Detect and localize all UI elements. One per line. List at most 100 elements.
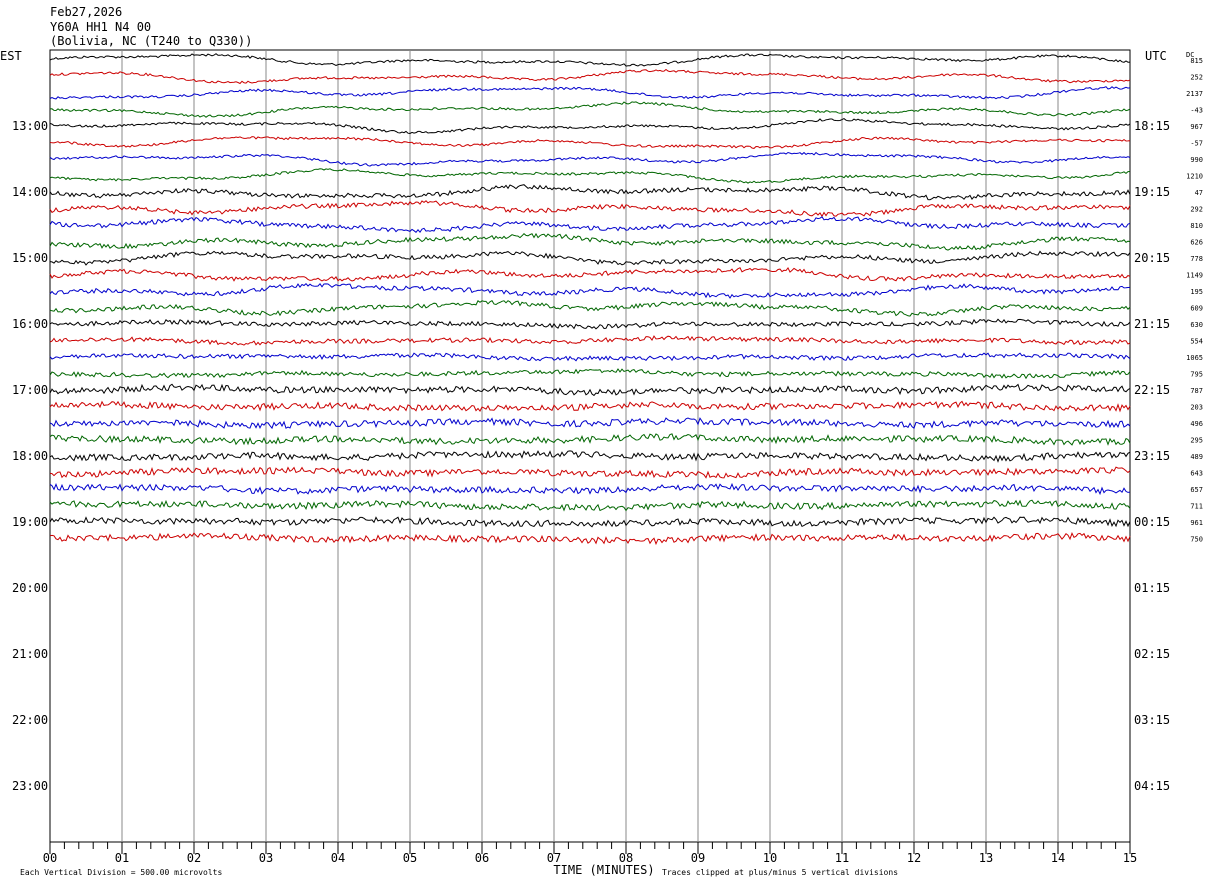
- trace-line: [49, 216, 1131, 234]
- x-tick-label: 05: [403, 851, 417, 865]
- trace-line: [49, 200, 1131, 218]
- x-axis: 00 01 02 03 04 05 06 07 08 09 10 11 12 13 14 15: [43, 842, 1137, 865]
- dc-offset-value: 750: [1190, 536, 1203, 544]
- trace-line: [49, 266, 1131, 282]
- dc-column-label: DC: [1186, 51, 1194, 59]
- est-hour-label: 23:00: [12, 779, 48, 793]
- utc-hour-label: 03:15: [1134, 713, 1170, 727]
- utc-hour-label: 00:15: [1134, 515, 1170, 529]
- trace-line: [49, 417, 1131, 430]
- utc-axis-label: UTC: [1145, 49, 1167, 63]
- x-tick-label: 08: [619, 851, 633, 865]
- date-label: Feb27,2026: [50, 5, 122, 19]
- trace-line: [49, 400, 1131, 413]
- dc-offset-value: 778: [1190, 255, 1203, 263]
- utc-hour-label: 01:15: [1134, 581, 1170, 595]
- trace-line: [49, 482, 1131, 496]
- x-tick-label: 12: [907, 851, 921, 865]
- trace-line: [49, 68, 1131, 85]
- dc-offset-value: 961: [1190, 519, 1203, 527]
- dc-offset-value: 1149: [1186, 272, 1203, 280]
- est-hour-label: 18:00: [12, 449, 48, 463]
- minute-gridlines: [121, 50, 1059, 842]
- dc-offset-value: 47: [1195, 189, 1203, 197]
- trace-line: [49, 232, 1131, 251]
- x-tick-label: 13: [979, 851, 993, 865]
- dc-offset-value: 810: [1190, 222, 1203, 230]
- dc-offset-labels: 815 252 2137 -43 967 -57 990 1210 47 292 810 626 778…: [1186, 57, 1203, 544]
- dc-offset-value: 643: [1190, 470, 1203, 478]
- est-hour-label: 19:00: [12, 515, 48, 529]
- plot-frame: [49, 49, 1131, 843]
- dc-offset-value: 252: [1190, 74, 1203, 82]
- dc-offset-value: 295: [1190, 437, 1203, 445]
- dc-offset-value: 630: [1190, 321, 1203, 329]
- utc-hour-label: 22:15: [1134, 383, 1170, 397]
- trace-line: [49, 352, 1131, 362]
- dc-offset-value: 489: [1190, 453, 1203, 461]
- dc-offset-value: 2137: [1186, 90, 1203, 98]
- trace-line: [49, 450, 1131, 463]
- trace-line: [49, 499, 1131, 512]
- dc-offset-value: 609: [1190, 305, 1203, 313]
- dc-offset-value: 496: [1190, 420, 1203, 428]
- utc-hour-label: 02:15: [1134, 647, 1170, 661]
- trace-line: [49, 433, 1131, 446]
- trace-line: [49, 101, 1131, 118]
- x-tick-label: 06: [475, 851, 489, 865]
- location-label: (Bolivia, NC (T240 to Q330)): [50, 34, 252, 48]
- trace-line: [49, 118, 1131, 135]
- trace-line: [49, 136, 1131, 149]
- trace-line: [49, 184, 1131, 201]
- x-tick-label: 07: [547, 851, 561, 865]
- dc-offset-value: 711: [1190, 503, 1203, 511]
- seismic-traces: [49, 53, 1131, 546]
- trace-line: [49, 250, 1131, 266]
- x-tick-label: 14: [1051, 851, 1065, 865]
- x-tick-label: 00: [43, 851, 57, 865]
- dc-offset-value: 657: [1190, 486, 1203, 494]
- trace-line: [49, 282, 1131, 299]
- est-hour-label: 16:00: [12, 317, 48, 331]
- dc-offset-value: -43: [1190, 107, 1203, 115]
- est-hour-label: 14:00: [12, 185, 48, 199]
- est-hour-label: 21:00: [12, 647, 48, 661]
- dc-offset-value: 203: [1190, 404, 1203, 412]
- vertical-division-note: Each Vertical Division = 500.00 microvol…: [20, 868, 222, 877]
- trace-line: [49, 86, 1131, 100]
- utc-hour-label: 21:15: [1134, 317, 1170, 331]
- clipping-note: Traces clipped at plus/minus 5 vertical …: [662, 868, 898, 877]
- trace-line: [49, 335, 1131, 346]
- utc-hour-label: 04:15: [1134, 779, 1170, 793]
- x-tick-label: 15: [1123, 851, 1137, 865]
- x-tick-label: 11: [835, 851, 849, 865]
- x-tick-label: 01: [115, 851, 129, 865]
- est-hour-label: 17:00: [12, 383, 48, 397]
- trace-line: [49, 368, 1131, 380]
- dc-offset-value: 292: [1190, 206, 1203, 214]
- dc-offset-value: 795: [1190, 371, 1203, 379]
- dc-offset-value: 1065: [1186, 354, 1203, 362]
- est-axis-label: EST: [0, 49, 22, 63]
- utc-hour-label: 18:15: [1134, 119, 1170, 133]
- dc-offset-value: 787: [1190, 387, 1203, 395]
- dc-offset-value: 626: [1190, 239, 1203, 247]
- trace-line: [49, 532, 1131, 546]
- station-label: Y60A HH1 N4 00: [50, 20, 151, 34]
- utc-hour-label: 19:15: [1134, 185, 1170, 199]
- trace-line: [49, 318, 1131, 330]
- hour-labels: 13:00 18:15 14:00 19:15 15:00 20:15 16:00 21:15…: [12, 119, 1170, 793]
- trace-line: [49, 300, 1131, 317]
- dc-offset-value: 554: [1190, 338, 1203, 346]
- trace-line: [49, 168, 1131, 184]
- dc-offset-value: -57: [1190, 140, 1203, 148]
- utc-hour-label: 20:15: [1134, 251, 1170, 265]
- x-tick-label: 02: [187, 851, 201, 865]
- trace-line: [49, 53, 1131, 67]
- utc-hour-label: 23:15: [1134, 449, 1170, 463]
- x-tick-label: 03: [259, 851, 273, 865]
- dc-offset-value: 195: [1190, 288, 1203, 296]
- trace-line: [49, 383, 1131, 397]
- x-axis-title: TIME (MINUTES): [553, 863, 654, 877]
